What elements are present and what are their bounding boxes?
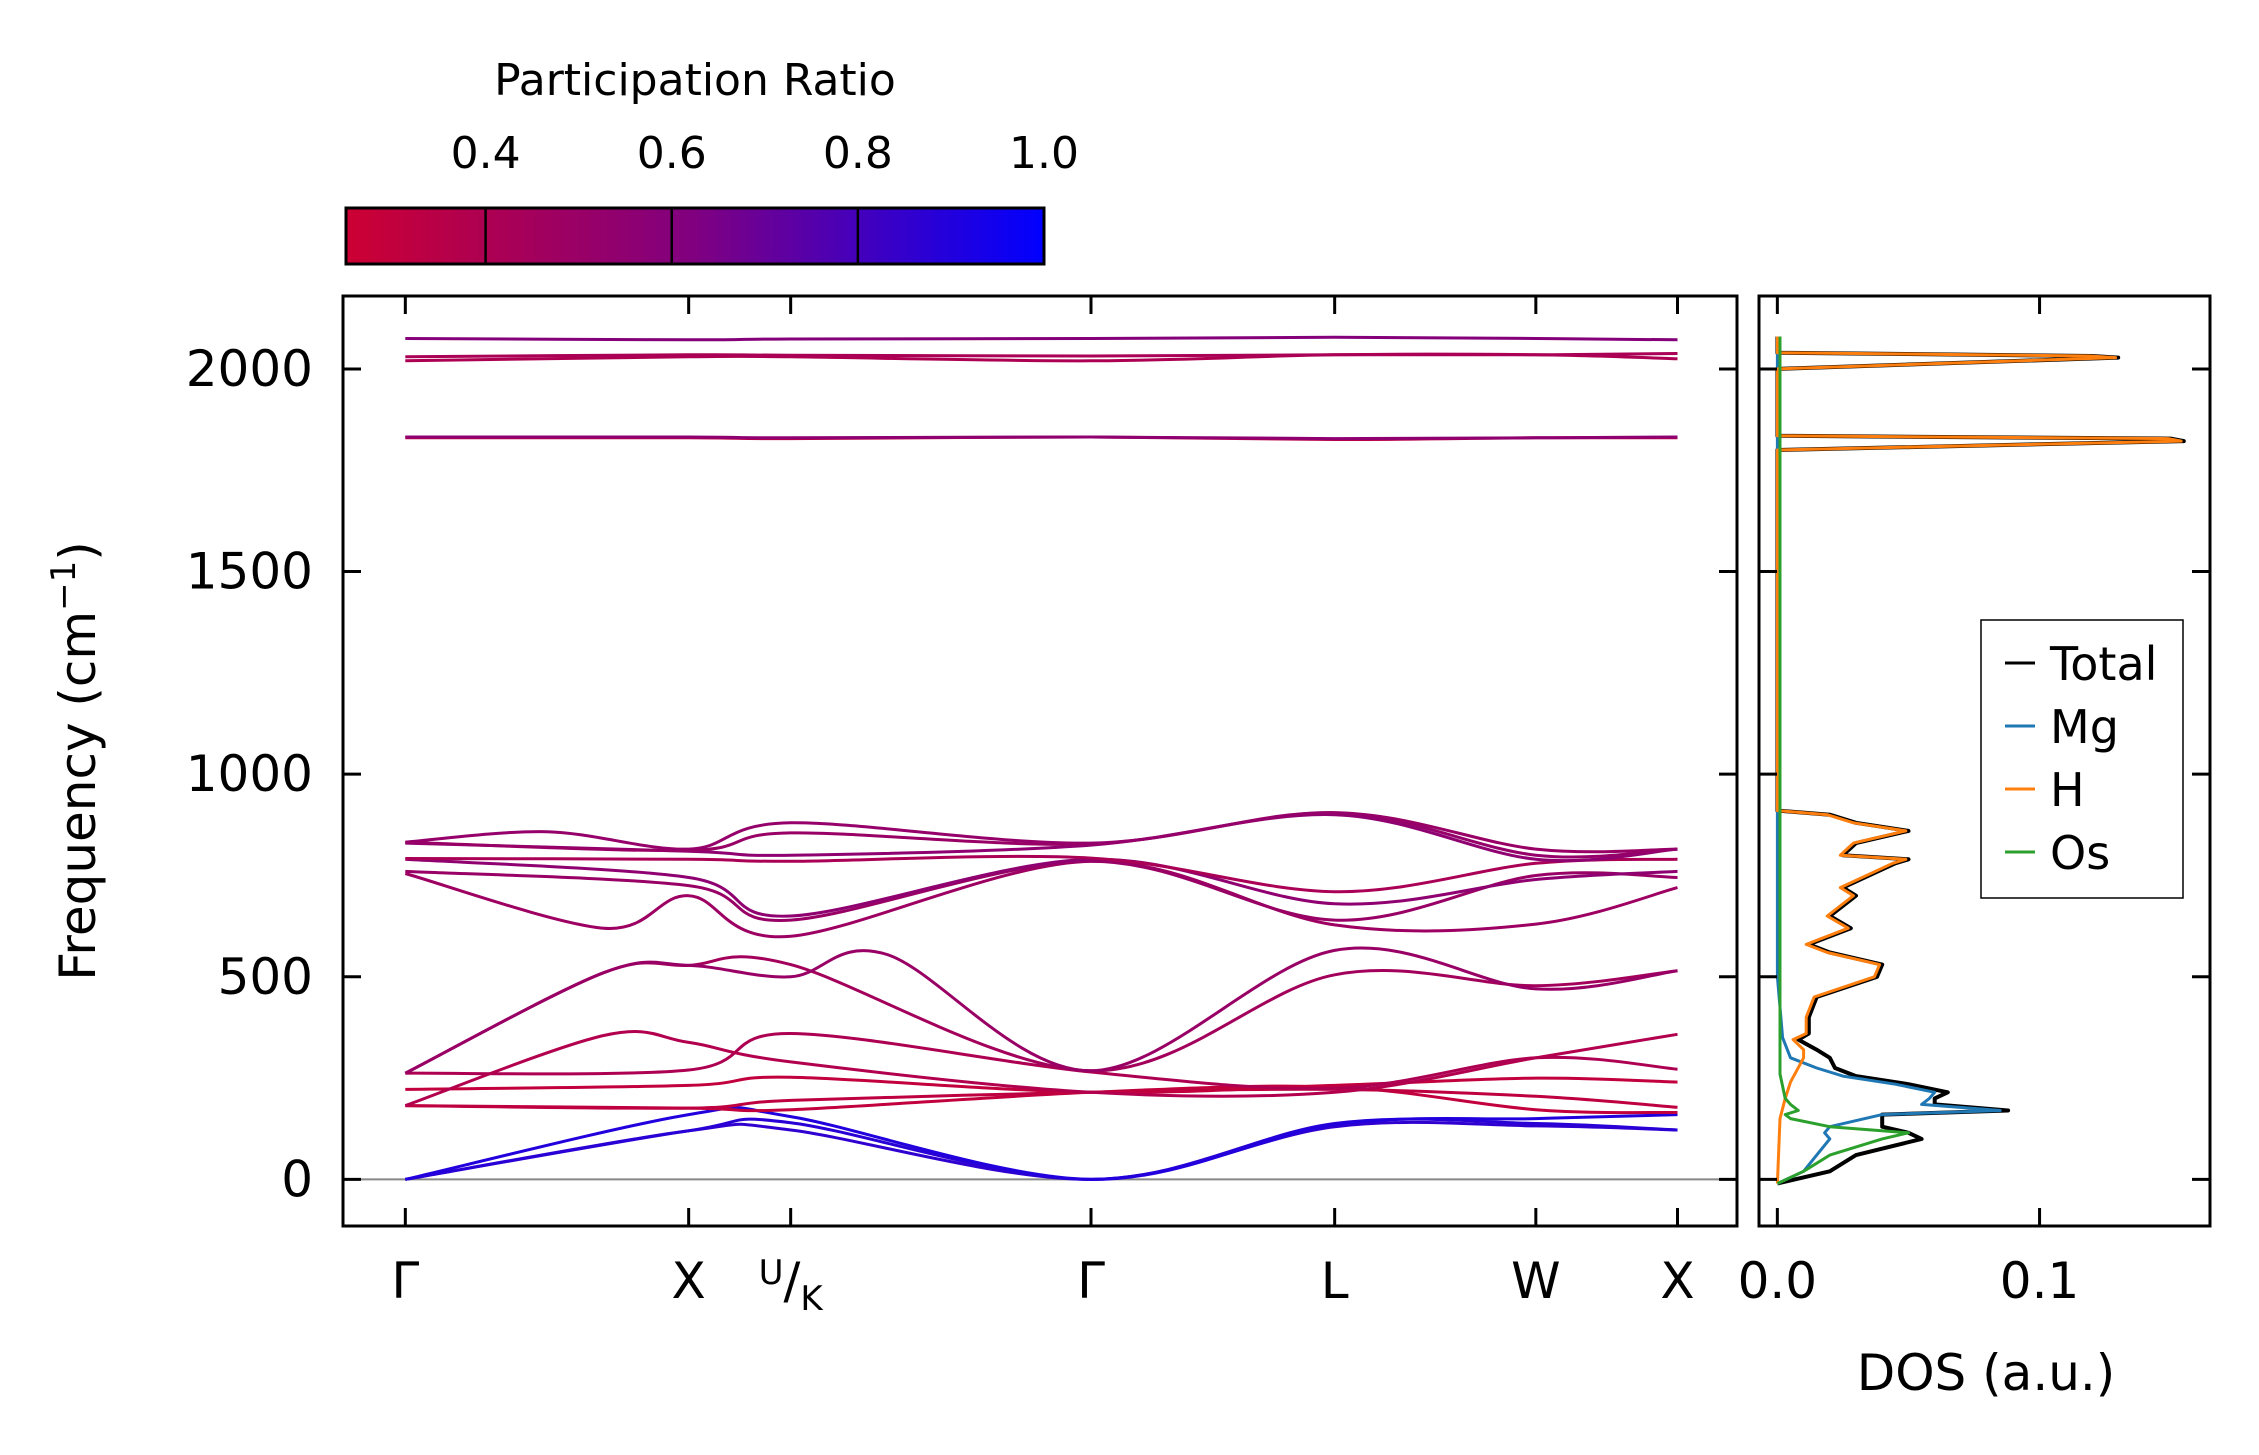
k-point-label: X — [672, 1252, 706, 1310]
band-line-16 — [405, 811, 1678, 859]
colorbar: Participation Ratio 0.4 0.6 0.8 1.0 — [344, 55, 1079, 266]
dos-series-h — [1775, 336, 2183, 1184]
band-line-0 — [405, 1120, 1678, 1181]
dos-x-axis-label: DOS (a.u.) — [1857, 1344, 2116, 1402]
dos-lines — [1775, 336, 2186, 1186]
k-point-label: Γ — [1077, 1252, 1105, 1310]
legend-label-h: H — [2050, 763, 2085, 817]
band-structure-panel: 0 500 1000 1500 2000 Γ X U/K Γ L W X Frequency (cm−… — [44, 294, 1739, 1319]
y-tick-label: 500 — [218, 948, 313, 1006]
dos-axes-frame — [1757, 294, 2212, 1228]
band-line-11 — [405, 859, 1678, 922]
legend-label-os: Os — [2050, 826, 2110, 880]
band-line-18 — [405, 435, 1678, 441]
dos-x-tick-label: 0.1 — [2000, 1252, 2080, 1310]
dos-series-mg — [1775, 336, 2002, 1185]
y-tick-label: 1000 — [186, 745, 313, 803]
band-line-7 — [404, 1030, 1678, 1108]
legend-label-mg: Mg — [2050, 700, 2119, 754]
k-point-label-u-k: U/K — [759, 1252, 825, 1319]
colorbar-gradient — [344, 206, 1046, 266]
band-line-10 — [404, 859, 1678, 939]
y-axis-label: Frequency (cm−1) — [44, 541, 107, 981]
dos-x-tick-label: 0.0 — [1738, 1252, 1818, 1310]
y-tick-label: 2000 — [186, 340, 313, 398]
dos-axes: 0.0 0.1 — [1738, 296, 2210, 1310]
colorbar-tick-label: 0.4 — [451, 128, 521, 179]
dos-series-os — [1776, 336, 1910, 1185]
colorbar-title: Participation Ratio — [494, 55, 896, 106]
colorbar-tick-label: 0.6 — [637, 128, 707, 179]
band-line-21 — [405, 335, 1678, 342]
band-axes-frame — [341, 294, 1739, 1228]
dos-panel: 0.0 0.1 DOS (a.u.) Total Mg H Os — [1738, 294, 2212, 1402]
k-point-label: X — [1660, 1252, 1694, 1310]
colorbar-ticks: 0.4 0.6 0.8 1.0 — [451, 128, 1079, 264]
k-point-label: Γ — [391, 1252, 419, 1310]
band-lines — [343, 335, 1737, 1181]
band-line-1 — [405, 1117, 1678, 1181]
k-point-label: L — [1321, 1252, 1349, 1310]
legend-label-total: Total — [2049, 637, 2157, 691]
band-line-12 — [405, 857, 1678, 918]
band-axes: 0 500 1000 1500 2000 Γ X U/K Γ L W X — [186, 296, 1737, 1319]
band-line-9 — [404, 946, 1678, 1075]
y-tick-label: 1500 — [186, 543, 313, 601]
colorbar-tick-label: 1.0 — [1009, 128, 1079, 179]
band-line-20 — [405, 352, 1678, 359]
band-line-13 — [405, 854, 1678, 894]
band-line-2 — [404, 1106, 1678, 1181]
colorbar-tick-label: 0.8 — [823, 128, 893, 179]
y-tick-label: 0 — [281, 1150, 313, 1208]
legend: Total Mg H Os — [1980, 619, 2184, 899]
k-point-label: W — [1511, 1252, 1560, 1310]
